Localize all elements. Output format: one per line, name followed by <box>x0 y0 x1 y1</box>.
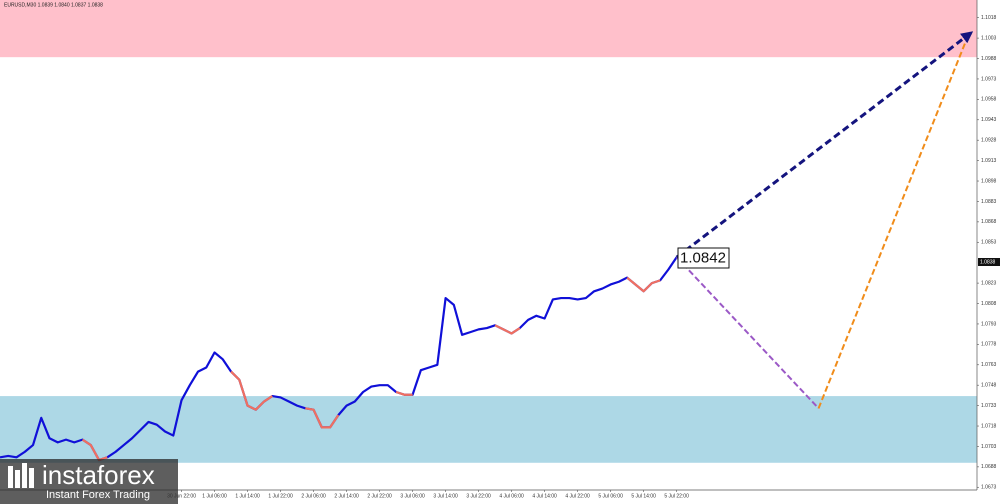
zone <box>0 0 977 58</box>
x-tick-label: 5 Jul 14:00 <box>631 493 656 499</box>
y-tick-label: 1.0928 <box>981 138 997 144</box>
y-tick-label: 1.0703 <box>981 444 997 450</box>
x-tick-label: 1 Jul 22:00 <box>268 493 293 499</box>
x-tick-label: 3 Jul 14:00 <box>433 493 458 499</box>
y-tick-label: 1.0973 <box>981 76 997 82</box>
y-tick-label: 1.0778 <box>981 342 997 348</box>
forecast-line <box>675 256 820 410</box>
y-tick-label: 1.0898 <box>981 178 997 184</box>
watermark: instaforex <box>42 460 155 490</box>
y-tick-label: 1.0793 <box>981 321 997 327</box>
x-tick-label: 5 Jul 22:00 <box>664 493 689 499</box>
y-tick-label: 1.0868 <box>981 219 997 225</box>
last-price: 1.0838 <box>980 259 996 265</box>
watermark-logo <box>8 463 34 488</box>
y-tick-label: 1.0958 <box>981 97 997 103</box>
y-tick-label: 1.0688 <box>981 464 997 470</box>
y-tick-label: 1.0988 <box>981 56 997 62</box>
price-axis <box>977 0 1000 504</box>
y-tick-label: 1.0913 <box>981 158 997 164</box>
x-tick-label: 4 Jul 06:00 <box>499 493 524 499</box>
y-tick-label: 1.0943 <box>981 117 997 123</box>
x-tick-label: 4 Jul 22:00 <box>565 493 590 499</box>
zone <box>0 396 977 463</box>
y-tick-label: 1.0748 <box>981 383 997 389</box>
y-tick-label: 1.0853 <box>981 240 997 246</box>
x-tick-label: 2 Jul 14:00 <box>334 493 359 499</box>
y-tick-label: 1.0763 <box>981 362 997 368</box>
x-tick-label: 5 Jul 06:00 <box>598 493 623 499</box>
y-tick-label: 1.0883 <box>981 199 997 205</box>
x-tick-label: 3 Jul 06:00 <box>400 493 425 499</box>
y-tick-label: 1.1018 <box>981 15 997 21</box>
y-tick-label: 1.1003 <box>981 35 997 41</box>
forecast-line <box>675 31 974 259</box>
price-label-box <box>677 247 730 269</box>
price-line <box>81 276 661 462</box>
chart-header: EURUSD,M30 1.0839 1.0840 1.0837 1.0838 <box>4 2 103 8</box>
x-tick-label: 1 Jul 14:00 <box>235 493 260 499</box>
y-tick-label: 1.0718 <box>981 423 997 429</box>
x-tick-label: 3 Jul 22:00 <box>466 493 491 499</box>
y-tick-label: 1.0673 <box>981 485 997 491</box>
y-tick-label: 1.0808 <box>981 301 997 307</box>
y-tick-label: 1.0733 <box>981 403 997 409</box>
last-price-tag <box>978 258 1000 266</box>
x-tick-label: 4 Jul 14:00 <box>532 493 557 499</box>
watermark-subtitle: Instant Forex Trading <box>46 489 150 501</box>
forecast-line <box>817 41 967 409</box>
x-tick-label: 2 Jul 22:00 <box>367 493 392 499</box>
y-tick-label: 1.0823 <box>981 280 997 286</box>
x-tick-label: 30 Jun 22:00 <box>167 493 196 499</box>
x-tick-label: 2 Jul 06:00 <box>301 493 326 499</box>
x-tick-label: 1 Jul 06:00 <box>202 493 227 499</box>
price-label: 1.0842 <box>680 249 726 266</box>
